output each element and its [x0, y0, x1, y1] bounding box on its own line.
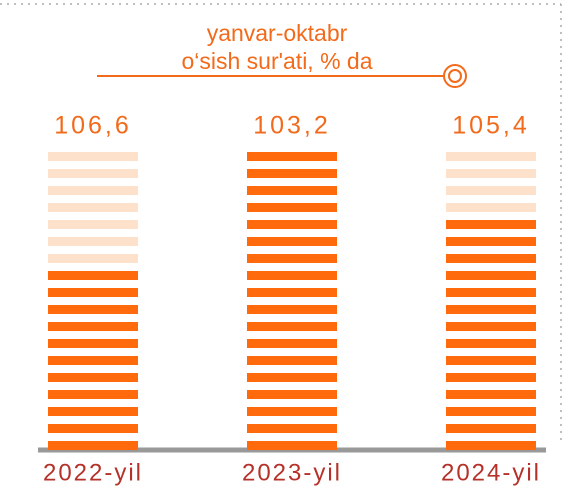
bar-stripe	[48, 169, 138, 178]
bar-stripe	[48, 373, 138, 382]
bar-stripe	[446, 356, 536, 365]
bar-stripe	[247, 305, 337, 314]
bar-stripe	[247, 339, 337, 348]
bar-stripe	[446, 271, 536, 280]
icon-ring	[448, 69, 462, 83]
bar-stripe	[446, 288, 536, 297]
bar-stripe	[247, 373, 337, 382]
bar-stripe	[446, 220, 536, 229]
x-tick-label: 2023-yil	[242, 459, 342, 486]
bar-stripe	[247, 237, 337, 246]
bar-stripe	[446, 237, 536, 246]
bar-stripe	[48, 271, 138, 280]
bar	[247, 152, 337, 450]
bar-stripe	[48, 322, 138, 331]
bar-stripe	[446, 169, 536, 178]
bar-stripe	[247, 288, 337, 297]
bar-stripe	[247, 186, 337, 195]
chart-subtitle: o‘sish sur'ati, % da	[181, 48, 372, 74]
bar-stripe	[48, 288, 138, 297]
value-label: 106,6	[54, 112, 132, 140]
bar-stripe	[446, 152, 536, 161]
bar-stripe	[446, 339, 536, 348]
icon-ring	[443, 64, 467, 88]
bar-stripe	[48, 390, 138, 399]
bar-stripe	[247, 254, 337, 263]
bar-stripe	[446, 424, 536, 433]
chart-title: yanvar-oktabr	[207, 20, 348, 46]
bar-stripe	[247, 220, 337, 229]
bar-stripe	[446, 373, 536, 382]
bar-stripe	[446, 305, 536, 314]
bar-stripe	[446, 322, 536, 331]
bar-stripe	[48, 186, 138, 195]
bar	[48, 152, 138, 450]
bar-stripe	[48, 305, 138, 314]
bar-stripe	[247, 441, 337, 450]
value-label: 105,4	[452, 112, 530, 140]
bar-stripe	[446, 186, 536, 195]
bar-stripe	[48, 152, 138, 161]
x-tick-label: 2022-yil	[43, 459, 143, 486]
x-tick-label: 2024-yil	[441, 459, 541, 486]
bar-stripe	[446, 254, 536, 263]
bar-stripe	[247, 390, 337, 399]
bar-stripe	[247, 271, 337, 280]
bar-stripe	[247, 322, 337, 331]
bar-stripe	[48, 424, 138, 433]
bar-stripe	[48, 441, 138, 450]
bar-stripe	[446, 441, 536, 450]
bar-stripe	[48, 339, 138, 348]
bar-stripe	[247, 203, 337, 212]
bar-stripe	[247, 356, 337, 365]
bar	[446, 152, 536, 450]
bar-stripe	[48, 254, 138, 263]
bar-stripe	[446, 390, 536, 399]
bar-stripe	[247, 424, 337, 433]
bar-stripe	[48, 203, 138, 212]
bar-stripe	[247, 407, 337, 416]
bar-stripe	[446, 203, 536, 212]
value-label: 103,2	[253, 112, 331, 140]
bar-stripe	[48, 237, 138, 246]
bar-stripe	[446, 407, 536, 416]
bar-stripe	[48, 407, 138, 416]
bar-stripe	[247, 152, 337, 161]
bar-stripe	[48, 356, 138, 365]
bar-stripe	[48, 220, 138, 229]
bar-stripe	[247, 169, 337, 178]
